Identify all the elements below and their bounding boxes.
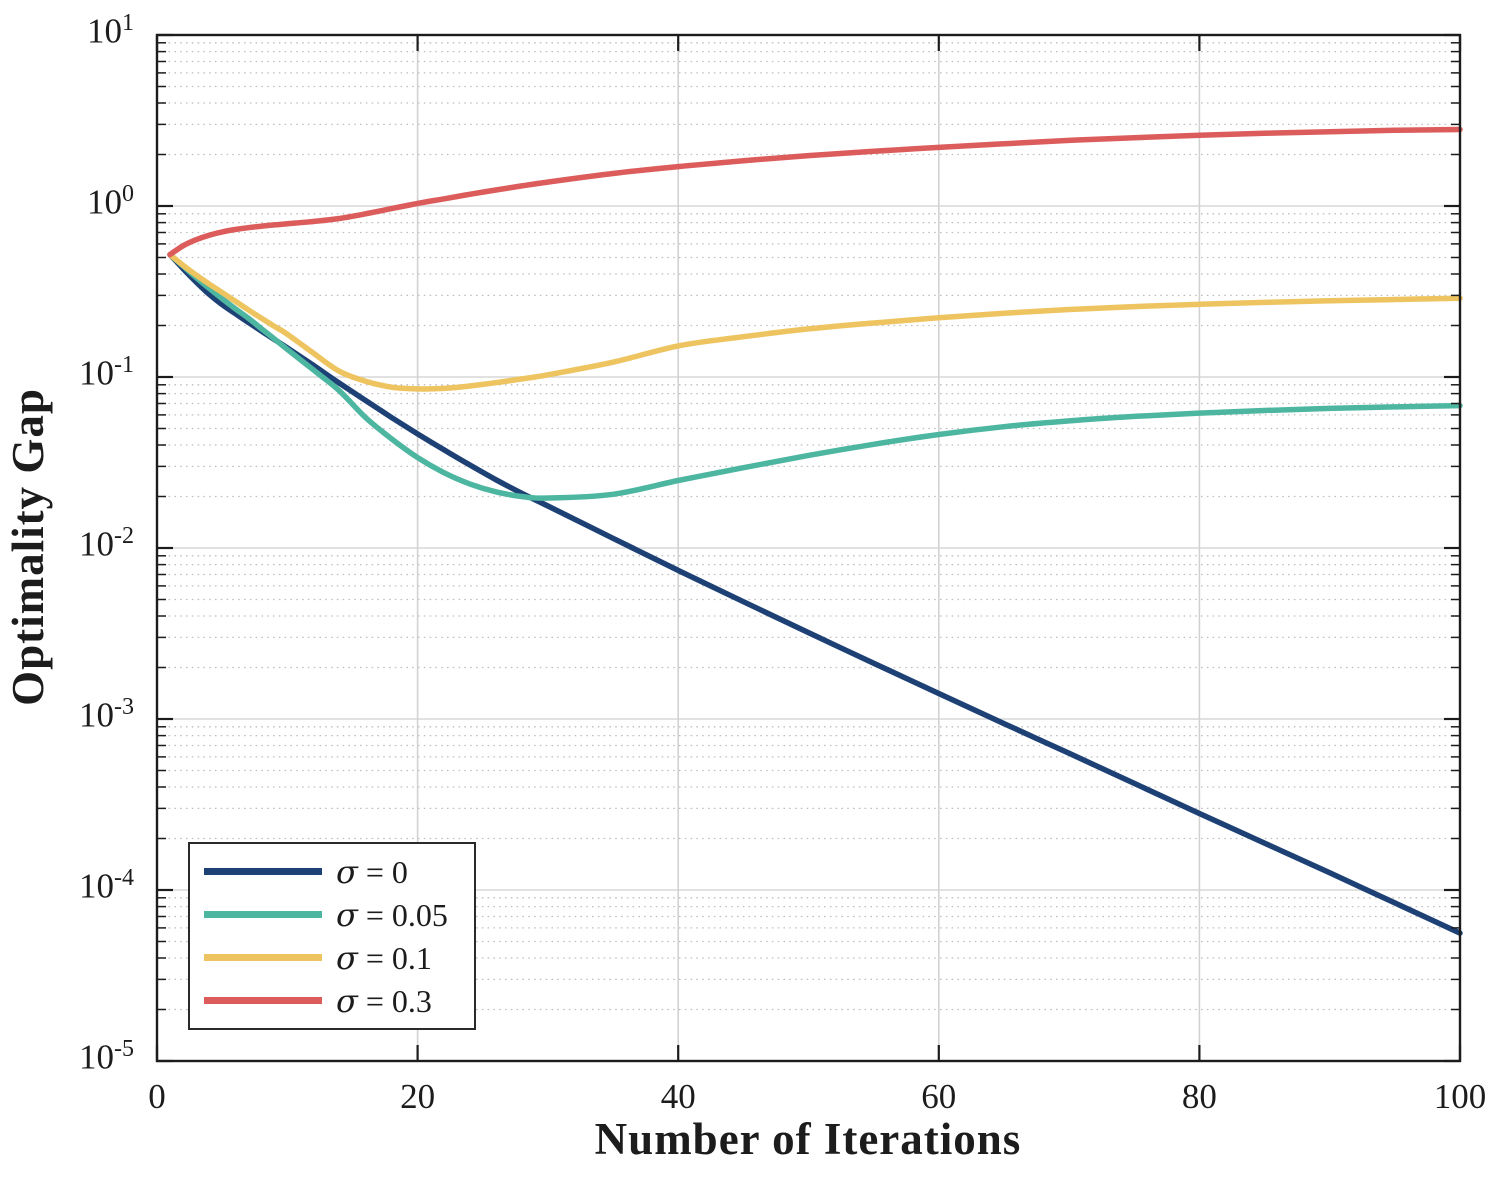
series-line-1 [167,251,1463,501]
y-tick-label: 10-5 [79,1036,134,1077]
legend-item-label: σ = 0 [336,852,408,891]
legend-item-label: σ = 0.05 [336,895,448,934]
y-tick-label: 10-1 [79,352,134,393]
y-tick-label: 101 [87,10,134,51]
legend-item-2: σ = 0.1 [190,942,474,974]
x-tick-label: 0 [148,1077,166,1116]
y-axis-title: Optimality Gap [3,388,53,706]
legend-item-0: σ = 0 [190,856,474,888]
series-line-2 [167,251,1463,392]
x-tick-label: 100 [1433,1077,1487,1116]
legend-line-swatch [204,868,322,875]
legend-item-3: σ = 0.3 [190,985,474,1017]
x-tick-label: 20 [400,1077,436,1116]
legend-line-swatch [204,954,322,961]
x-tick-label: 40 [660,1077,696,1116]
series-line-3 [167,126,1463,258]
legend-item-label: σ = 0.1 [336,938,432,977]
y-tick-label: 10-2 [79,523,134,564]
x-axis-title: Number of Iterations [594,1114,1022,1164]
legend-line-swatch [204,911,322,918]
y-tick-label: 100 [87,181,134,222]
x-tick-label: 60 [921,1077,957,1116]
legend-item-1: σ = 0.05 [190,899,474,931]
y-tick-label: 10-4 [79,865,134,906]
legend-line-swatch [204,997,322,1004]
y-tick-label: 10-3 [79,694,134,735]
legend-item-label: σ = 0.3 [336,981,432,1020]
series-line-0 [167,251,1463,936]
x-tick-label: 80 [1181,1077,1217,1116]
legend: σ = 0 σ = 0.05 σ = 0.1 σ = 0.3 [188,842,476,1030]
